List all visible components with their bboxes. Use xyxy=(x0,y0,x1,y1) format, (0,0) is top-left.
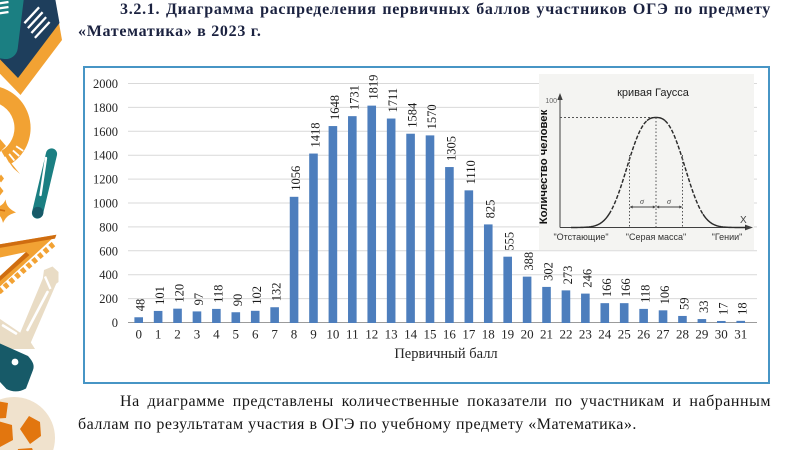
svg-text:3: 3 xyxy=(194,327,201,342)
svg-text:0: 0 xyxy=(135,327,142,342)
svg-text:5: 5 xyxy=(233,327,240,342)
svg-text:X: X xyxy=(740,215,747,226)
svg-text:кривая Гаусса: кривая Гаусса xyxy=(617,87,690,99)
svg-text:17: 17 xyxy=(716,302,730,315)
svg-text:1731: 1731 xyxy=(347,85,361,110)
svg-text:1570: 1570 xyxy=(425,104,439,129)
svg-text:1711: 1711 xyxy=(386,88,400,113)
svg-text:30: 30 xyxy=(715,327,728,342)
svg-text:0: 0 xyxy=(112,316,118,330)
svg-text:9: 9 xyxy=(310,327,317,342)
svg-text:246: 246 xyxy=(580,269,594,288)
svg-text:17: 17 xyxy=(462,327,476,342)
svg-text:15: 15 xyxy=(424,327,437,342)
svg-text:118: 118 xyxy=(211,285,225,303)
svg-text:1648: 1648 xyxy=(328,95,342,120)
svg-text:120: 120 xyxy=(173,284,187,303)
svg-text:118: 118 xyxy=(639,285,653,303)
svg-text:166: 166 xyxy=(600,278,614,297)
svg-text:20: 20 xyxy=(521,327,534,342)
svg-text:"Отстающие": "Отстающие" xyxy=(553,232,608,242)
svg-text:33: 33 xyxy=(697,301,711,314)
svg-text:400: 400 xyxy=(99,268,118,282)
svg-text:25: 25 xyxy=(618,327,631,342)
svg-text:2000: 2000 xyxy=(93,77,118,91)
svg-text:1305: 1305 xyxy=(444,136,458,161)
svg-text:388: 388 xyxy=(522,252,536,271)
svg-text:11: 11 xyxy=(346,327,359,342)
svg-text:σ: σ xyxy=(667,197,672,206)
svg-text:18: 18 xyxy=(482,327,495,342)
svg-text:166: 166 xyxy=(619,278,633,297)
svg-text:31: 31 xyxy=(734,327,747,342)
svg-text:2: 2 xyxy=(174,327,181,342)
svg-text:1: 1 xyxy=(155,327,162,342)
svg-text:97: 97 xyxy=(192,293,206,306)
svg-text:1600: 1600 xyxy=(93,125,118,139)
svg-text:Количество человек: Количество человек xyxy=(538,109,550,224)
svg-text:1200: 1200 xyxy=(93,173,118,187)
svg-text:19: 19 xyxy=(501,327,514,342)
svg-text:10: 10 xyxy=(326,327,339,342)
svg-text:18: 18 xyxy=(736,302,750,315)
svg-text:100: 100 xyxy=(545,98,557,105)
svg-text:σ: σ xyxy=(640,197,645,206)
svg-text:132: 132 xyxy=(270,282,284,301)
svg-text:16: 16 xyxy=(443,327,457,342)
svg-text:59: 59 xyxy=(677,297,691,310)
svg-text:1819: 1819 xyxy=(367,75,381,100)
svg-text:8: 8 xyxy=(291,327,298,342)
svg-text:273: 273 xyxy=(561,266,575,285)
svg-text:600: 600 xyxy=(99,244,118,258)
svg-text:106: 106 xyxy=(658,286,672,305)
svg-text:1110: 1110 xyxy=(464,160,478,184)
svg-text:26: 26 xyxy=(637,327,651,342)
svg-text:101: 101 xyxy=(153,286,167,305)
svg-text:13: 13 xyxy=(385,327,398,342)
svg-text:"Серая масса": "Серая масса" xyxy=(626,232,686,242)
svg-text:27: 27 xyxy=(657,327,671,342)
svg-text:1000: 1000 xyxy=(93,197,118,211)
svg-text:23: 23 xyxy=(579,327,592,342)
svg-text:1800: 1800 xyxy=(93,101,118,115)
svg-text:6: 6 xyxy=(252,327,259,342)
svg-text:102: 102 xyxy=(250,286,264,305)
svg-text:Первичный балл: Первичный балл xyxy=(394,346,497,362)
svg-text:28: 28 xyxy=(676,327,689,342)
svg-text:1056: 1056 xyxy=(289,166,303,191)
svg-text:7: 7 xyxy=(271,327,278,342)
svg-text:555: 555 xyxy=(503,232,517,251)
svg-text:14: 14 xyxy=(404,327,418,342)
svg-text:800: 800 xyxy=(99,220,118,234)
svg-text:1400: 1400 xyxy=(93,149,118,163)
svg-text:21: 21 xyxy=(540,327,553,342)
svg-text:22: 22 xyxy=(559,327,572,342)
svg-text:12: 12 xyxy=(365,327,378,342)
svg-text:302: 302 xyxy=(542,262,556,281)
svg-text:825: 825 xyxy=(483,200,497,219)
svg-text:48: 48 xyxy=(134,299,148,312)
svg-text:200: 200 xyxy=(99,292,118,306)
svg-text:29: 29 xyxy=(695,327,708,342)
svg-text:24: 24 xyxy=(598,327,612,342)
svg-text:90: 90 xyxy=(231,294,245,307)
svg-text:1584: 1584 xyxy=(406,102,420,128)
svg-text:"Гении": "Гении" xyxy=(712,232,743,242)
svg-text:1418: 1418 xyxy=(308,123,322,148)
svg-text:4: 4 xyxy=(213,327,220,342)
